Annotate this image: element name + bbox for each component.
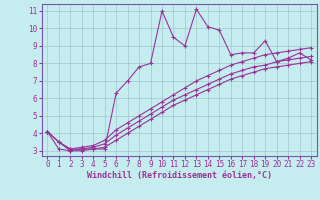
X-axis label: Windchill (Refroidissement éolien,°C): Windchill (Refroidissement éolien,°C)	[87, 171, 272, 180]
